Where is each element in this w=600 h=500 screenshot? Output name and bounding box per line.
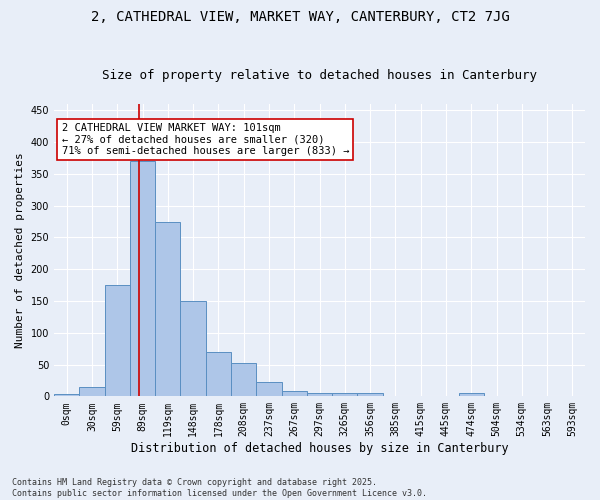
Bar bbox=[155, 222, 181, 396]
Title: Size of property relative to detached houses in Canterbury: Size of property relative to detached ho… bbox=[102, 69, 537, 82]
Y-axis label: Number of detached properties: Number of detached properties bbox=[15, 152, 25, 348]
Text: 2, CATHEDRAL VIEW, MARKET WAY, CANTERBURY, CT2 7JG: 2, CATHEDRAL VIEW, MARKET WAY, CANTERBUR… bbox=[91, 10, 509, 24]
Bar bbox=[307, 393, 332, 396]
Text: 2 CATHEDRAL VIEW MARKET WAY: 101sqm
← 27% of detached houses are smaller (320)
7: 2 CATHEDRAL VIEW MARKET WAY: 101sqm ← 27… bbox=[62, 123, 349, 156]
Bar bbox=[206, 352, 231, 397]
Bar bbox=[358, 393, 383, 396]
Bar bbox=[130, 161, 155, 396]
X-axis label: Distribution of detached houses by size in Canterbury: Distribution of detached houses by size … bbox=[131, 442, 508, 455]
Bar bbox=[231, 362, 256, 396]
Text: Contains HM Land Registry data © Crown copyright and database right 2025.
Contai: Contains HM Land Registry data © Crown c… bbox=[12, 478, 427, 498]
Bar bbox=[79, 387, 104, 396]
Bar bbox=[104, 285, 130, 397]
Bar bbox=[54, 394, 79, 396]
Bar bbox=[332, 393, 358, 396]
Bar bbox=[281, 391, 307, 396]
Bar bbox=[256, 382, 281, 396]
Bar bbox=[181, 301, 206, 396]
Bar bbox=[458, 393, 484, 396]
